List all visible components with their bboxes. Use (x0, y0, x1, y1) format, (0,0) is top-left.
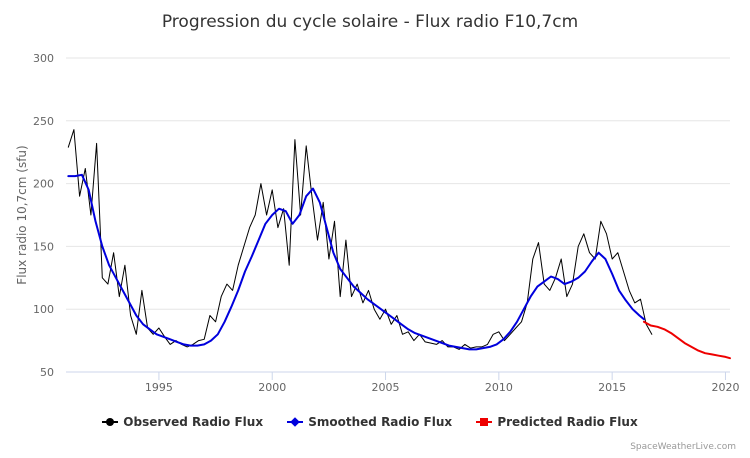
line-chart: 50 100 150 200 250 300 1995 2000 2005 2010 2015 202… (15, 52, 739, 394)
series-line-predicted-radio-flux[interactable] (642, 320, 731, 360)
y-tick-label: 300 (33, 52, 54, 65)
x-tick-label: 2020 (711, 381, 739, 394)
observed-swatch-icon (102, 417, 119, 427)
x-tick-label: 2005 (372, 381, 400, 394)
credit-link[interactable]: SpaceWeatherLive.com (630, 442, 736, 452)
y-tick-label: 50 (40, 366, 54, 379)
legend: Observed Radio Flux Smoothed Radio Flux … (0, 415, 740, 430)
y-tick-label: 100 (33, 303, 54, 316)
x-tick-label: 1995 (145, 381, 173, 394)
series-line-smoothed-radio-flux[interactable] (67, 173, 645, 351)
x-tick-label: 2010 (485, 381, 513, 394)
smoothed-swatch-icon (287, 417, 304, 427)
legend-label-predicted: Predicted Radio Flux (497, 415, 638, 429)
y-tick-label: 150 (33, 240, 54, 253)
y-tick-label: 250 (33, 115, 54, 128)
x-tick-label: 2000 (258, 381, 286, 394)
legend-item-predicted[interactable]: Predicted Radio Flux (476, 415, 638, 429)
legend-item-observed[interactable]: Observed Radio Flux (102, 415, 263, 429)
series-layer (67, 129, 731, 360)
chart-title: Progression du cycle solaire - Flux radi… (161, 12, 579, 32)
series-line-observed-radio-flux[interactable] (67, 129, 653, 350)
y-axis-title: Flux radio 10,7cm (sfu) (15, 145, 29, 284)
axes: 50 100 150 200 250 300 1995 2000 2005 2010 2015 202… (33, 52, 739, 394)
x-tick-label: 2015 (598, 381, 626, 394)
grid-lines (66, 57, 730, 373)
legend-item-smoothed[interactable]: Smoothed Radio Flux (287, 415, 452, 429)
y-tick-label: 200 (33, 178, 54, 191)
legend-label-observed: Observed Radio Flux (123, 415, 264, 429)
legend-label-smoothed: Smoothed Radio Flux (308, 415, 453, 429)
predicted-swatch-icon (476, 417, 493, 427)
